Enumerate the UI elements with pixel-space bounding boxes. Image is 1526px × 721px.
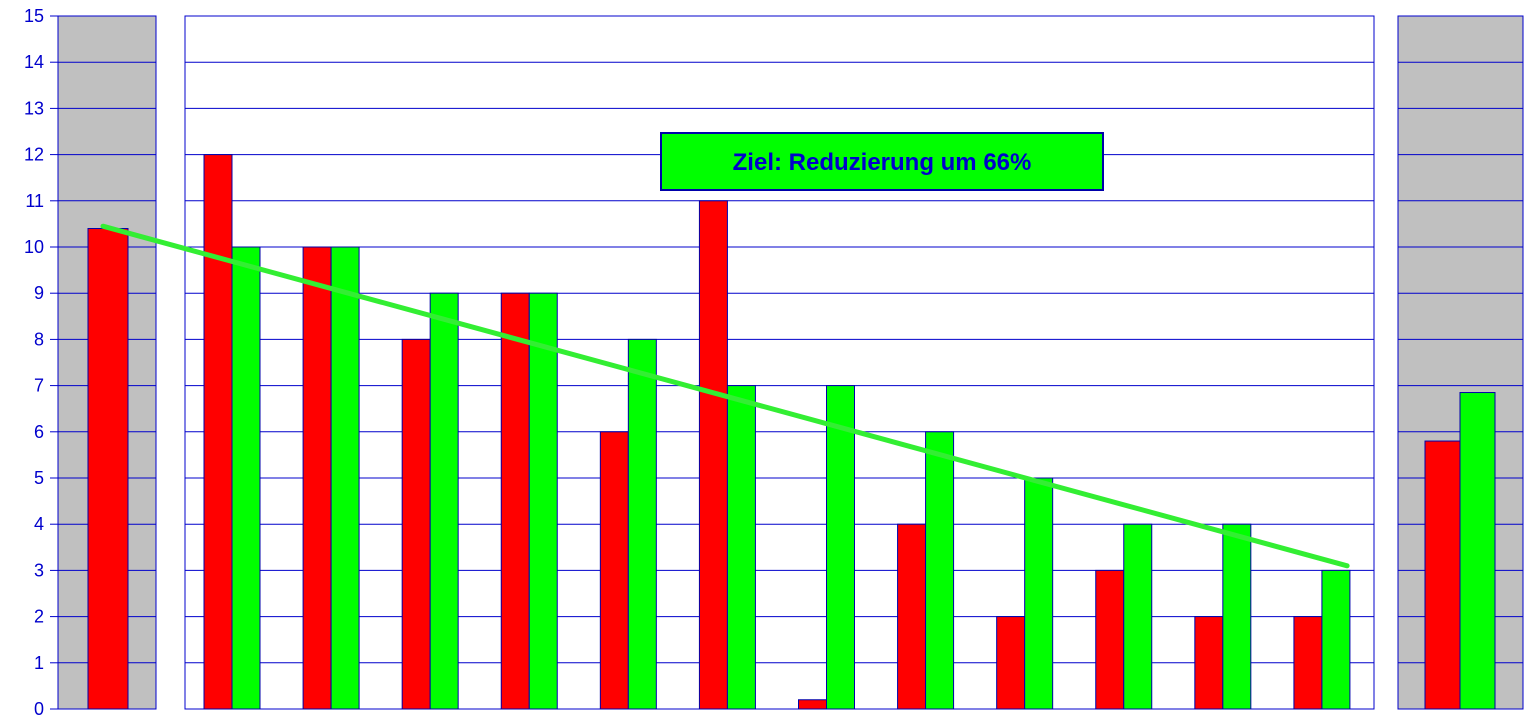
bars <box>87 154 1496 710</box>
target-annotation-box <box>660 132 1104 191</box>
bar-series-b <box>1222 523 1252 710</box>
bar-series-a <box>1194 616 1224 710</box>
bar-series-a <box>1095 569 1125 710</box>
main-panel-background <box>184 15 1375 710</box>
bar-series-a <box>698 200 728 710</box>
bar-series-b <box>925 431 955 710</box>
y-tick-label: 15 <box>24 6 44 26</box>
bar-series-b <box>231 246 261 710</box>
summary-bar-series-b <box>1459 392 1496 710</box>
trend-line <box>100 223 1350 569</box>
bar-series-b <box>826 385 855 710</box>
bar-series-a <box>1293 616 1323 710</box>
bar-series-b <box>627 338 657 710</box>
y-tick-label: 7 <box>34 376 44 396</box>
baseline-bar <box>87 228 129 710</box>
bar-series-a <box>798 699 827 710</box>
y-tick-label: 14 <box>24 52 44 72</box>
y-tick-label: 2 <box>34 607 44 627</box>
target-annotation-text: Ziel: Reduzierung um 66% <box>733 149 1032 176</box>
bar-series-a <box>302 246 332 710</box>
y-tick-label: 4 <box>34 514 44 534</box>
y-tick-label: 9 <box>34 283 44 303</box>
bar-series-b <box>1123 523 1153 710</box>
y-tick-label: 11 <box>25 191 44 211</box>
trend-line-layer <box>100 223 1350 569</box>
y-tick-label: 0 <box>34 699 44 719</box>
y-tick-label: 10 <box>24 237 44 257</box>
gridlines <box>50 15 1523 710</box>
y-tick-label: 3 <box>34 560 44 580</box>
y-tick-label: 6 <box>34 422 44 442</box>
y-tick-label: 8 <box>34 329 44 349</box>
bar-series-b <box>1321 569 1351 710</box>
bar-series-a <box>996 616 1026 710</box>
chart-panels <box>57 15 1524 710</box>
bar-series-b <box>1024 477 1054 710</box>
bar-series-b <box>429 292 459 710</box>
bar-series-a <box>203 154 233 710</box>
bar-series-b <box>726 385 756 710</box>
y-tick-label: 13 <box>24 98 44 118</box>
bar-series-a <box>401 338 431 710</box>
summary-bar-series-a <box>1424 440 1461 710</box>
bar-series-b <box>330 246 360 710</box>
bar-series-b <box>528 292 558 710</box>
y-tick-label: 5 <box>34 468 44 488</box>
bar-series-a <box>500 292 530 710</box>
y-tick-label: 1 <box>34 653 44 673</box>
bar-series-a <box>897 523 927 710</box>
bar-series-a <box>599 431 629 710</box>
target-annotation: Ziel: Reduzierung um 66% <box>660 132 1104 191</box>
y-tick-label: 12 <box>24 145 44 165</box>
